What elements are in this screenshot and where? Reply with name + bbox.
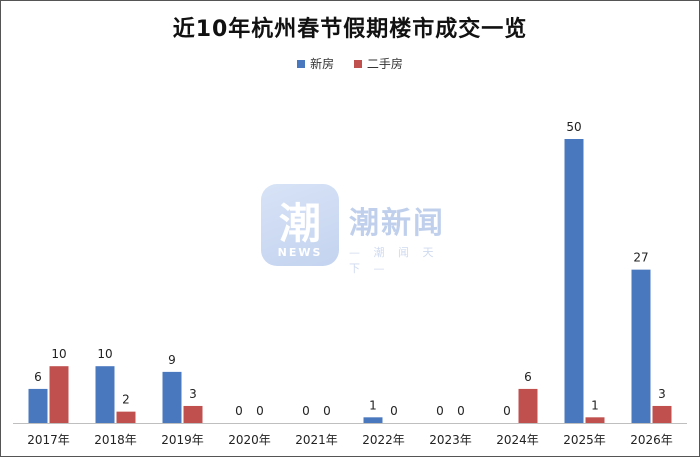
legend-item-resale-homes: 二手房 <box>353 55 403 72</box>
watermark-name: 潮新闻 <box>349 206 445 241</box>
data-label-resale-homes-10: 3 <box>658 387 666 401</box>
x-tick-label-7: 2023年 <box>429 433 472 447</box>
data-label-new-homes-6: 1 <box>369 398 377 412</box>
bar-new-homes-10 <box>631 269 651 423</box>
data-label-new-homes-7: 0 <box>436 404 444 418</box>
data-label-new-homes-3: 9 <box>168 353 176 367</box>
legend-swatch-new-homes <box>297 59 306 68</box>
legend-swatch-resale-homes <box>353 59 362 68</box>
watermark-logo: 潮 NEWS 潮新闻 — 潮 闻 天 下 — <box>261 184 461 275</box>
data-label-new-homes-5: 0 <box>302 404 310 418</box>
bar-new-homes-1 <box>28 388 48 423</box>
watermark-badge: 潮 NEWS <box>261 184 339 266</box>
bar-resale-homes-9 <box>585 417 605 423</box>
x-tick-label-1: 2017年 <box>27 433 70 447</box>
data-label-new-homes-4: 0 <box>235 404 243 418</box>
bar-resale-homes-8 <box>518 388 538 423</box>
data-label-resale-homes-2: 2 <box>122 393 130 407</box>
chart-legend: 新房 二手房 <box>1 55 699 72</box>
x-tick-label-5: 2021年 <box>295 433 338 447</box>
data-label-resale-homes-6: 0 <box>390 404 398 418</box>
data-label-resale-homes-8: 6 <box>524 370 532 384</box>
watermark-badge-glyph: 潮 <box>278 199 321 248</box>
x-tick-label-8: 2024年 <box>496 433 539 447</box>
bar-new-homes-6 <box>363 417 383 423</box>
watermark-slogan: — 潮 闻 天 下 — <box>349 246 439 275</box>
bar-resale-homes-2 <box>116 411 136 423</box>
data-label-resale-homes-1: 10 <box>51 347 66 361</box>
legend-label-new-homes: 新房 <box>310 57 335 71</box>
data-label-resale-homes-3: 3 <box>189 387 197 401</box>
bar-resale-homes-3 <box>183 405 203 423</box>
bar-new-homes-2 <box>95 366 115 423</box>
x-tick-label-2: 2018年 <box>94 433 137 447</box>
data-label-resale-homes-9: 1 <box>591 398 599 412</box>
watermark-badge-text: NEWS <box>277 246 323 259</box>
x-tick-label-6: 2022年 <box>362 433 405 447</box>
data-label-new-homes-2: 10 <box>97 347 112 361</box>
bar-resale-homes-1 <box>49 366 69 423</box>
legend-label-resale-homes: 二手房 <box>366 57 403 71</box>
x-tick-label-10: 2026年 <box>630 433 673 447</box>
data-label-resale-homes-5: 0 <box>323 404 331 418</box>
legend-item-new-homes: 新房 <box>297 55 334 72</box>
chart-title: 近10年杭州春节假期楼市成交一览 <box>172 17 528 42</box>
data-label-new-homes-10: 27 <box>633 251 648 265</box>
data-label-resale-homes-4: 0 <box>256 404 264 418</box>
data-label-new-homes-1: 6 <box>34 370 42 384</box>
data-label-new-homes-9: 50 <box>566 120 581 134</box>
data-label-resale-homes-7: 0 <box>457 404 465 418</box>
bar-new-homes-9 <box>564 139 584 423</box>
bar-new-homes-3 <box>162 371 182 423</box>
data-label-new-homes-8: 0 <box>503 404 511 418</box>
x-tick-label-9: 2025年 <box>563 433 606 447</box>
x-tick-label-3: 2019年 <box>161 433 204 447</box>
x-tick-label-4: 2020年 <box>228 433 271 447</box>
bar-resale-homes-10 <box>652 405 672 423</box>
